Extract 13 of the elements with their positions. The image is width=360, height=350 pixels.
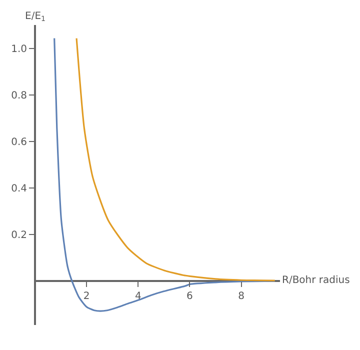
y-tick-label: 0.8 <box>11 90 27 102</box>
y-tick-label: 0.6 <box>11 136 27 148</box>
line-series <box>54 37 276 312</box>
x-axis-title: R/Bohr radius <box>282 275 350 286</box>
y-tick-label: 1.0 <box>11 44 27 55</box>
y-axis-title: E/E$_{1}$ <box>25 11 46 24</box>
y-tick-label: 0.4 <box>11 183 27 194</box>
x-tick-label: 8 <box>238 290 245 302</box>
line-series <box>76 37 276 282</box>
x-tick-label: 2 <box>83 290 90 302</box>
x-tick-label: 4 <box>134 290 142 302</box>
y-tick-label: 0.2 <box>11 230 27 241</box>
x-tick-label: 6 <box>186 290 193 302</box>
